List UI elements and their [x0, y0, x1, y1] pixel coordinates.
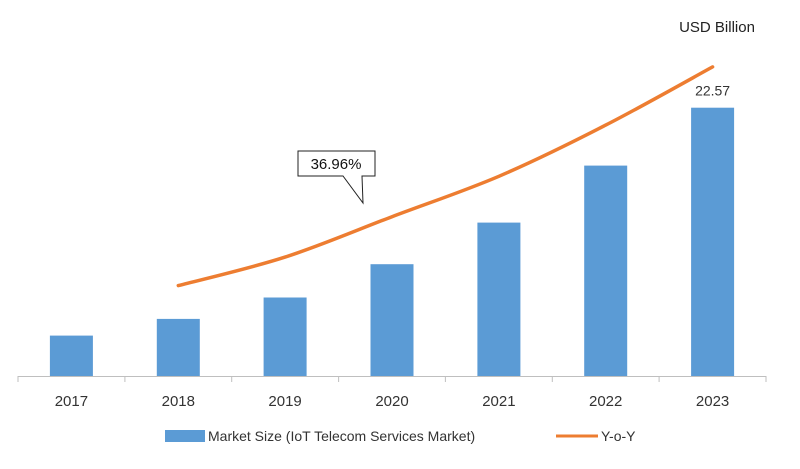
yoy-callout: 36.96%	[297, 150, 376, 205]
bar-2022	[584, 165, 628, 376]
x-tick-label-2022: 2022	[589, 393, 622, 410]
bar-2021	[477, 222, 521, 376]
callout-text: 36.96%	[311, 156, 362, 173]
bar-2020	[370, 264, 414, 376]
line-layer	[176, 65, 715, 288]
bar-2023	[691, 107, 735, 376]
bar-2017	[49, 335, 93, 376]
x-tick-label-2018: 2018	[162, 393, 195, 410]
unit-label: USD Billion	[679, 19, 755, 36]
yoy-line	[176, 65, 715, 288]
bar-2019	[263, 297, 307, 376]
legend-label-yoy: Y-o-Y	[601, 428, 636, 444]
x-tick-label-2023: 2023	[696, 393, 729, 410]
x-tick-label-2021: 2021	[482, 393, 515, 410]
legend-label-market-size: Market Size (IoT Telecom Services Market…	[208, 428, 475, 444]
labels-layer: 22.57	[695, 83, 730, 99]
legend: Market Size (IoT Telecom Services Market…	[165, 428, 636, 444]
x-tick-label-2019: 2019	[268, 393, 301, 410]
x-tick-label-2017: 2017	[55, 393, 88, 410]
x-tick-label-2020: 2020	[375, 393, 408, 410]
bar-2018	[156, 318, 200, 376]
axis-layer: 2017 2018 2019 2020 2021 2022 2023	[17, 376, 767, 410]
data-label-2023: 22.57	[695, 83, 730, 99]
callout-box	[297, 150, 376, 205]
bars-layer	[49, 107, 735, 376]
legend-swatch-market-size	[165, 430, 205, 442]
